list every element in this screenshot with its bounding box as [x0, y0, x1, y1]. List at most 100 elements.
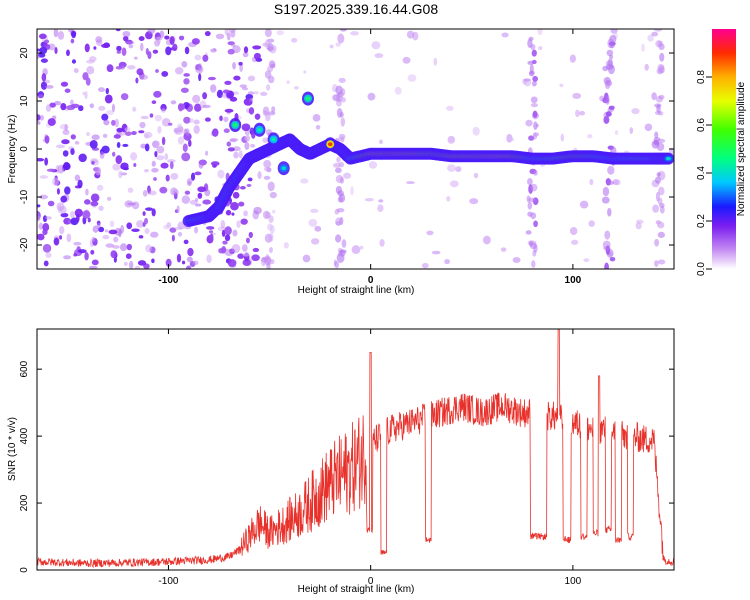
heatmap-cell	[268, 246, 273, 254]
heatmap-cell	[70, 134, 76, 140]
heatmap-cell	[605, 60, 613, 67]
heatmap-cell	[43, 260, 49, 267]
heatmap-cell	[394, 86, 402, 95]
heatmap-x-ticks: -100 0 100	[158, 29, 582, 286]
heatmap-cell	[242, 259, 251, 266]
heatmap-cell	[601, 196, 610, 204]
heatmap-cell	[655, 191, 660, 202]
heatmap-cell	[227, 48, 235, 55]
heatmap-cell	[103, 119, 110, 126]
heatmap-cell	[528, 197, 536, 203]
heatmap-cell	[579, 110, 586, 116]
heatmap-cell	[222, 240, 228, 245]
heatmap-cell	[102, 234, 110, 240]
heatmap-cell	[112, 163, 121, 171]
colorbar-label: Normalized spectral amplitude	[736, 81, 747, 216]
heatmap-cell	[98, 205, 104, 211]
heatmap-cell	[85, 188, 89, 196]
heatmap-cell	[246, 183, 252, 188]
heatmap-cell	[654, 238, 660, 247]
heatmap-cell	[215, 33, 225, 40]
heatmap-cell	[144, 217, 149, 225]
heatmap-cell	[41, 73, 47, 82]
heatmap-y-axis-label: Frequency (Hz)	[7, 115, 18, 184]
heatmap-cell	[64, 124, 68, 132]
heatmap-cell	[47, 200, 55, 207]
heatmap-cell	[167, 122, 173, 126]
heatmap-cell	[190, 172, 196, 181]
heatmap-cell	[368, 161, 378, 169]
heatmap-cell	[527, 38, 533, 48]
heatmap-cell	[531, 260, 536, 268]
heatmap-cell	[189, 199, 198, 205]
heatmap-cell	[96, 222, 101, 229]
heatmap-cell	[257, 128, 262, 132]
heatmap-cell	[60, 81, 69, 87]
heatmap-cell	[251, 254, 260, 262]
heatmap-cell	[183, 78, 190, 85]
heatmap-cell	[224, 234, 231, 242]
heatmap-cell	[93, 46, 97, 50]
heatmap-cell	[244, 141, 250, 150]
heatmap-cell	[44, 135, 50, 144]
snr-y-tick-label: 0	[19, 567, 30, 573]
heatmap-cell	[70, 103, 80, 108]
heatmap-cell	[532, 110, 538, 118]
heatmap-cell	[110, 250, 118, 259]
heatmap-cell	[124, 131, 132, 136]
heatmap-cell	[185, 265, 192, 269]
heatmap-cell	[266, 84, 271, 91]
snr-x-tick-label: 0	[368, 576, 374, 587]
heatmap-cell	[40, 58, 48, 63]
heatmap-cell	[145, 244, 152, 253]
colorbar: 0.0 0.2 0.4 0.6 0.8 Normalized spectral ampl…	[696, 29, 747, 276]
heatmap-cell	[343, 172, 352, 179]
heatmap-cell	[56, 144, 65, 149]
heatmap-cell	[37, 114, 41, 121]
heatmap-cell	[587, 134, 593, 139]
heatmap-cell	[77, 249, 87, 254]
heatmap-y-tick-label: 20	[19, 47, 30, 59]
heatmap-cell	[97, 87, 105, 93]
heatmap-cell	[133, 162, 137, 168]
heatmap-cell	[39, 115, 45, 121]
heatmap-cell	[654, 29, 663, 32]
heatmap-cell	[186, 256, 193, 263]
heatmap-cell	[37, 157, 45, 162]
heatmap-cell	[159, 186, 168, 194]
heatmap-cell	[181, 260, 186, 265]
heatmap-cell	[89, 139, 98, 149]
heatmap-cell	[529, 64, 534, 74]
heatmap-cell	[157, 125, 162, 134]
heatmap-cell	[239, 63, 243, 73]
snr-y-axis-label: SNR (10 * v/v)	[7, 417, 18, 481]
heatmap-cell	[329, 44, 334, 49]
heatmap-plot-area	[37, 29, 674, 269]
heatmap-cell	[62, 129, 70, 136]
heatmap-cell	[225, 209, 232, 216]
heatmap-cell	[207, 76, 216, 81]
heatmap-cell	[224, 108, 234, 113]
heatmap-cell	[181, 61, 188, 68]
heatmap-cell	[589, 178, 594, 186]
heatmap-cell	[657, 138, 666, 143]
heatmap-cell	[604, 79, 611, 90]
heatmap-cell	[161, 136, 166, 146]
snr-series-line	[37, 329, 674, 569]
heatmap-cell	[431, 250, 441, 255]
heatmap-cell	[336, 208, 345, 213]
heatmap-cell	[652, 204, 660, 213]
heatmap-cell	[205, 150, 209, 156]
heatmap-cell	[224, 248, 234, 257]
heatmap-cell	[154, 114, 162, 122]
heatmap-cell	[219, 115, 223, 122]
heatmap-cell	[70, 38, 75, 44]
heatmap-cell	[529, 242, 537, 250]
heatmap-cell	[128, 260, 134, 269]
heatmap-cell	[268, 233, 274, 242]
heatmap-cell	[48, 43, 56, 51]
heatmap-cell	[609, 42, 615, 49]
heatmap-cell	[421, 262, 429, 269]
heatmap-cell	[40, 81, 48, 90]
heatmap-cell	[533, 220, 538, 228]
